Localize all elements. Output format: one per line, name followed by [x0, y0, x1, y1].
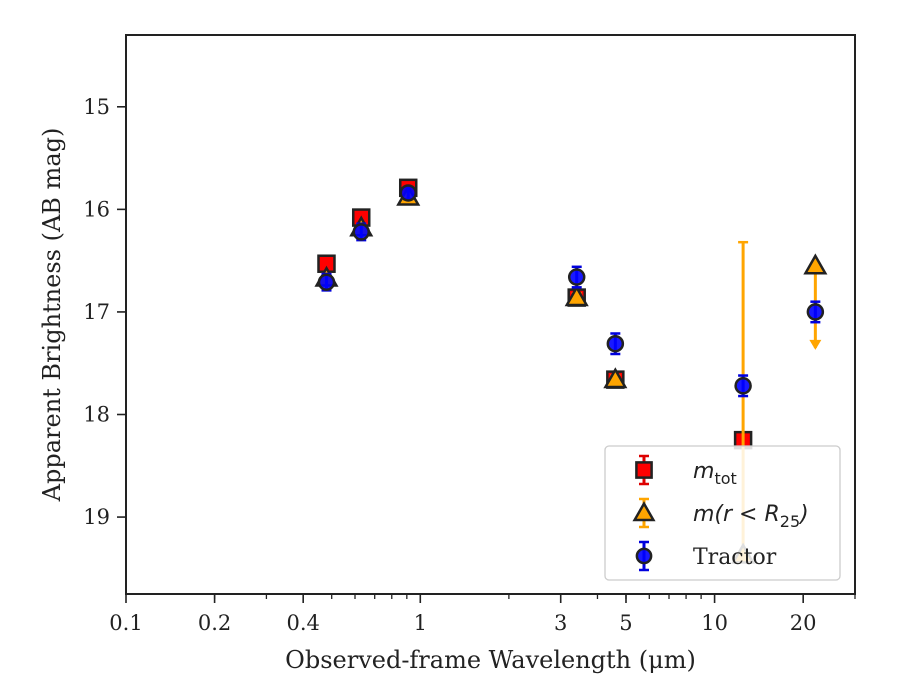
legend: mtot m(r < R25) Tractor	[604, 445, 841, 581]
data-marks	[314, 178, 828, 564]
y-tick-label: 19	[83, 505, 110, 529]
data-point	[564, 285, 589, 307]
x-tick-label: 20	[790, 611, 817, 635]
legend-entry-m-tot: mtot	[635, 454, 737, 488]
data-point	[806, 303, 825, 321]
data-point	[399, 184, 417, 202]
data-point	[803, 253, 828, 275]
data-point	[603, 367, 628, 389]
axes-frame	[125, 34, 856, 595]
legend-entry-m-r-r-25: m(r < R25)	[632, 497, 809, 531]
y-tick-label: 17	[83, 300, 110, 324]
legend-label: Tractor	[693, 545, 777, 570]
x-tick-label: 3	[554, 611, 567, 635]
legend-marker	[635, 461, 653, 479]
x-tick-label: 0.2	[198, 611, 231, 635]
legend-label: mtot	[693, 459, 737, 488]
y-tick-label: 15	[83, 95, 110, 119]
legend-entry-tractor: Tractor	[635, 540, 777, 572]
data-point	[352, 223, 370, 241]
x-tick-label: 1	[414, 611, 427, 635]
data-point	[317, 273, 336, 291]
upper-limit-arrow	[809, 339, 822, 350]
axis-ticks: 0.1 0.2 0.4 1 3 5 10 20 15 16 17 18 19	[83, 95, 856, 635]
data-point	[606, 334, 625, 353]
x-axis-label: Observed-frame Wavelength (μm)	[285, 646, 696, 674]
y-tick-label: 18	[83, 403, 110, 427]
legend-label: m(r < R25)	[693, 502, 809, 531]
series-m-tot	[317, 178, 753, 450]
x-tick-label: 0.1	[109, 611, 142, 635]
data-point	[567, 268, 586, 286]
x-tick-label: 0.4	[286, 611, 319, 635]
legend-marker	[632, 501, 656, 522]
x-tick-label: 5	[619, 611, 632, 635]
data-point	[734, 377, 752, 395]
series-tractor	[317, 184, 825, 398]
legend-box	[604, 445, 841, 581]
y-tick-label: 16	[83, 197, 110, 221]
x-tick-label: 10	[701, 611, 728, 635]
y-axis-label: Apparent Brightness (AB mag)	[38, 128, 66, 503]
legend-marker	[635, 547, 653, 565]
